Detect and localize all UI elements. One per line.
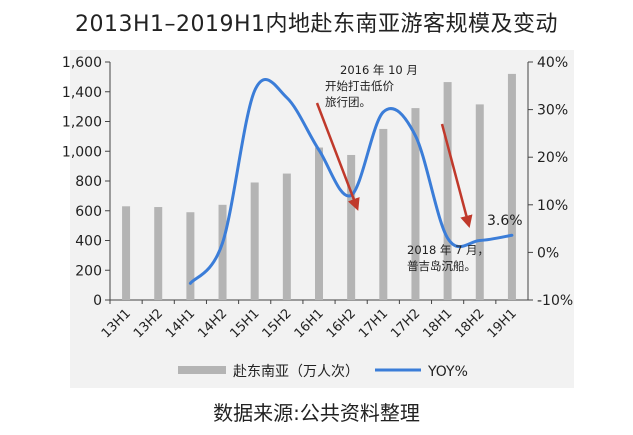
y-right-tick-label: -10% [537,293,573,309]
annotation-arrow-2018 [440,123,473,229]
y-left-tick-label: 600 [75,204,102,220]
bar [379,128,388,300]
y-left-tick-label: 1,200 [62,115,102,131]
bar [250,182,259,300]
bar [218,204,227,300]
y-left-tick-label: 400 [75,234,102,250]
bar [154,207,163,300]
annotation-2018-line: 普吉岛沉船。 [407,259,476,273]
last-value-label: 3.6% [487,213,523,229]
chart-title: 2013H1–2019H1内地赴东南亚游客规模及变动 [74,12,559,37]
bar [475,104,484,300]
x-tick-label: 14H1 [163,306,198,341]
y-left-tick-label: 800 [75,174,102,190]
x-tick-label: 14H2 [195,306,230,341]
x-tick-label: 15H1 [227,306,262,341]
x-tick-label: 18H2 [453,306,488,341]
bar [411,108,420,300]
x-tick-label: 19H1 [485,306,520,341]
annotation-2016-line: 开始打击低价 [325,79,394,93]
source-note: 数据来源:公共资料整理 [213,401,420,425]
x-tick-label: 16H1 [292,306,327,341]
legend-bar-swatch [178,366,226,374]
bar [122,206,131,300]
annotation-2016-line: 旅行团。 [325,95,371,109]
y-left-tick-label: 1,400 [62,85,102,101]
x-tick-label: 17H2 [388,306,423,341]
x-tick-label: 13H2 [131,306,166,341]
bar [282,173,291,300]
annotation-2016-line: 2016 年 10 月 [340,63,418,77]
bar [315,147,323,300]
y-left-tick-label: 1,000 [62,144,102,160]
y-right-tick-label: 0% [537,245,559,261]
legend-bar-label: 赴东南亚（万人次） [233,364,359,380]
y-left-tick-label: 0 [93,293,102,309]
x-tick-label: 18H1 [420,306,455,341]
y-left-tick-label: 1,600 [62,55,102,71]
y-left-tick-label: 200 [75,263,102,279]
y-right-tick-label: 10% [537,198,568,214]
legend-line-label: YOY% [427,364,468,380]
bar [443,82,452,300]
x-tick-label: 13H1 [99,306,134,341]
y-right-tick-label: 40% [537,55,568,71]
legend-group: 赴东南亚（万人次） YOY% [178,364,468,380]
bar [347,154,356,300]
annotation-2018-line: 2018 年 7 月， [407,243,489,257]
annotation-arrow-2016 [315,102,360,211]
x-tick-label: 16H2 [324,306,359,341]
bar [186,212,195,300]
bars-group [122,73,516,301]
x-tick-label: 15H2 [260,306,295,341]
y-right-tick-label: 20% [537,150,568,166]
y-right-tick-label: 30% [537,103,568,119]
x-tick-label: 17H1 [356,306,391,341]
bar [507,73,516,301]
